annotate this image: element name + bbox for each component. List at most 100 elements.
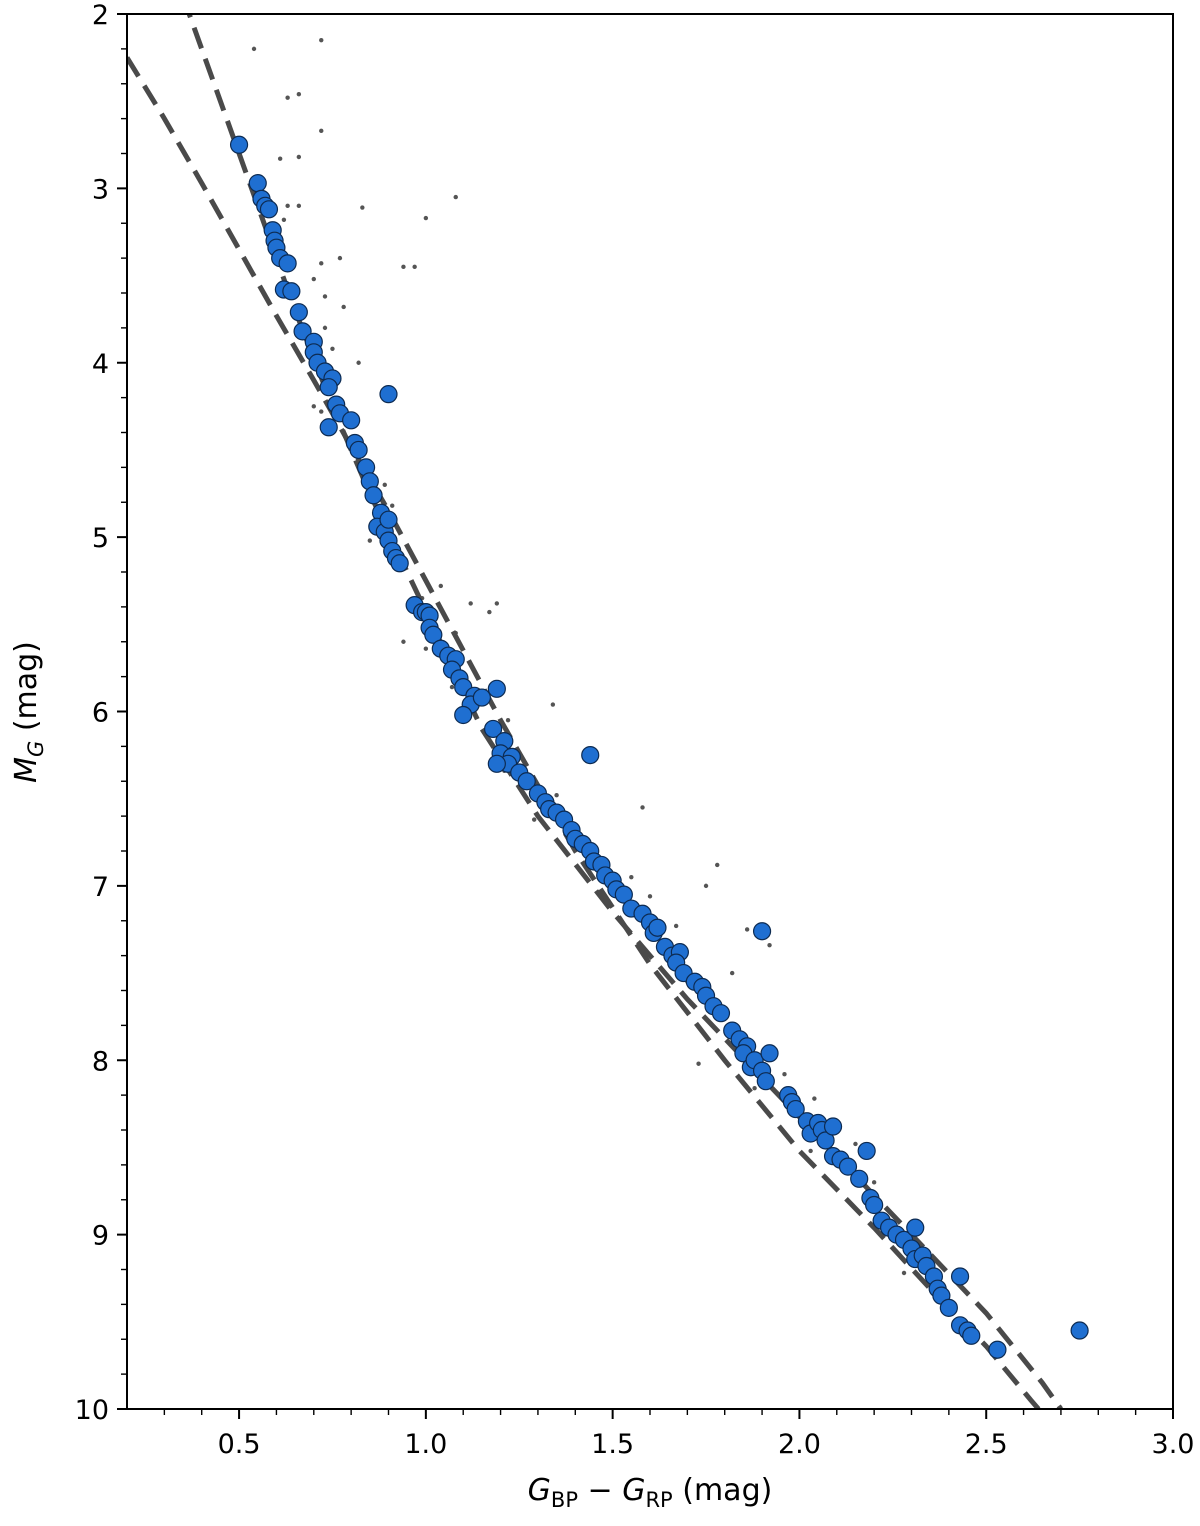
member-star-point: [581, 745, 600, 765]
field-star-point: [382, 482, 387, 488]
member-star-point: [950, 1267, 970, 1286]
field-star-point: [550, 702, 556, 707]
field-star-point: [554, 793, 559, 798]
member-star-point: [293, 322, 312, 341]
fit-curve-steep: [186, 14, 1063, 1409]
field-star-point: [767, 942, 772, 948]
field-star-point: [319, 409, 324, 414]
field-star-point: [871, 1180, 877, 1185]
field-star-point: [285, 95, 290, 100]
field-star-point: [673, 923, 679, 929]
member-star-point: [838, 1157, 858, 1176]
y-tick-label: 7: [92, 872, 109, 903]
member-star-point: [756, 1072, 775, 1091]
member-star-point: [760, 1044, 779, 1063]
field-star-point: [640, 805, 645, 810]
y-tick-label: 3: [92, 174, 109, 205]
member-star-point: [379, 385, 398, 404]
x-tick-label: 3.0: [1152, 1429, 1195, 1460]
member-star-point: [248, 174, 267, 193]
field-stars-layer: [251, 37, 929, 1276]
field-star-point: [360, 205, 365, 210]
x-axis-label: GBP − GRP (mag): [528, 1473, 773, 1512]
field-star-point: [296, 92, 302, 97]
field-star-point: [311, 404, 316, 409]
field-star-point: [468, 601, 473, 606]
field-star-point: [449, 684, 455, 690]
field-star-point: [337, 255, 343, 261]
field-star-point: [296, 154, 302, 160]
member-star-point: [487, 679, 506, 698]
member-star-point: [319, 378, 338, 397]
field-star-point: [319, 128, 324, 134]
member-star-point: [988, 1340, 1007, 1359]
field-star-point: [319, 261, 324, 266]
member-star-point: [282, 282, 301, 301]
field-star-point: [296, 203, 302, 209]
field-star-point: [808, 1148, 813, 1154]
field-star-point: [367, 538, 373, 543]
y-axis-label: MG (mag): [9, 641, 48, 783]
member-star-point: [850, 1169, 869, 1188]
field-star-point: [901, 1270, 907, 1276]
member-star-point: [752, 922, 772, 941]
field-star-point: [319, 37, 324, 43]
x-tick-label: 1.5: [591, 1429, 634, 1460]
field-star-point: [744, 927, 750, 932]
member-star-point: [517, 772, 536, 791]
field-star-point: [341, 304, 346, 310]
member-star-point: [484, 719, 503, 739]
member-star-point: [454, 705, 473, 725]
field-star-point: [251, 46, 257, 52]
member-star-point: [342, 411, 361, 430]
member-star-point: [865, 1195, 884, 1215]
member-star-point: [939, 1298, 958, 1317]
field-star-point: [281, 217, 287, 222]
member-star-point: [614, 885, 633, 904]
member-star-point: [711, 1004, 731, 1023]
field-star-point: [487, 609, 492, 615]
field-star-point: [322, 325, 328, 331]
y-tick-label: 10: [75, 1395, 109, 1426]
field-star-point: [311, 276, 316, 282]
member-star-point: [364, 486, 383, 505]
fit-curve-shallow: [127, 56, 1041, 1409]
member-star-point: [487, 754, 506, 773]
field-star-point: [438, 583, 443, 589]
field-star-point: [752, 1085, 757, 1091]
field-star-point: [494, 601, 500, 606]
field-star-point: [453, 194, 458, 200]
member-stars-layer: [229, 135, 1089, 1359]
field-star-point: [629, 874, 634, 880]
field-star-point: [412, 264, 417, 270]
member-star-point: [289, 303, 308, 322]
field-star-point: [285, 203, 290, 209]
field-star-point: [715, 862, 720, 868]
field-star-point: [812, 1096, 817, 1101]
member-star-point: [962, 1326, 981, 1345]
member-star-point: [424, 625, 443, 644]
field-star-point: [423, 215, 429, 221]
member-star-point: [278, 254, 297, 273]
field-star-point: [782, 1072, 787, 1077]
field-star-point: [853, 1141, 858, 1147]
x-axis-ticks: 0.5 1.0 1.5 2.0 2.5 3.0: [163, 1409, 1195, 1460]
x-tick-label: 2.0: [778, 1429, 821, 1460]
field-star-point: [505, 718, 511, 723]
field-star-point: [322, 294, 328, 299]
field-star-point: [647, 894, 653, 899]
field-star-point: [401, 639, 406, 644]
member-star-point: [259, 200, 279, 219]
y-axis-ticks: 2 3 4 5 6 7 8 9 10: [75, 0, 127, 1426]
field-star-point: [401, 264, 406, 270]
member-star-point: [379, 510, 398, 529]
x-tick-label: 0.5: [218, 1429, 261, 1460]
y-tick-label: 9: [92, 1221, 109, 1252]
member-star-point: [229, 135, 249, 154]
member-star-point: [319, 418, 338, 437]
plot-frame: [126, 13, 1174, 1410]
member-star-point: [1070, 1321, 1089, 1340]
field-star-point: [330, 346, 335, 351]
member-star-point: [786, 1099, 805, 1119]
